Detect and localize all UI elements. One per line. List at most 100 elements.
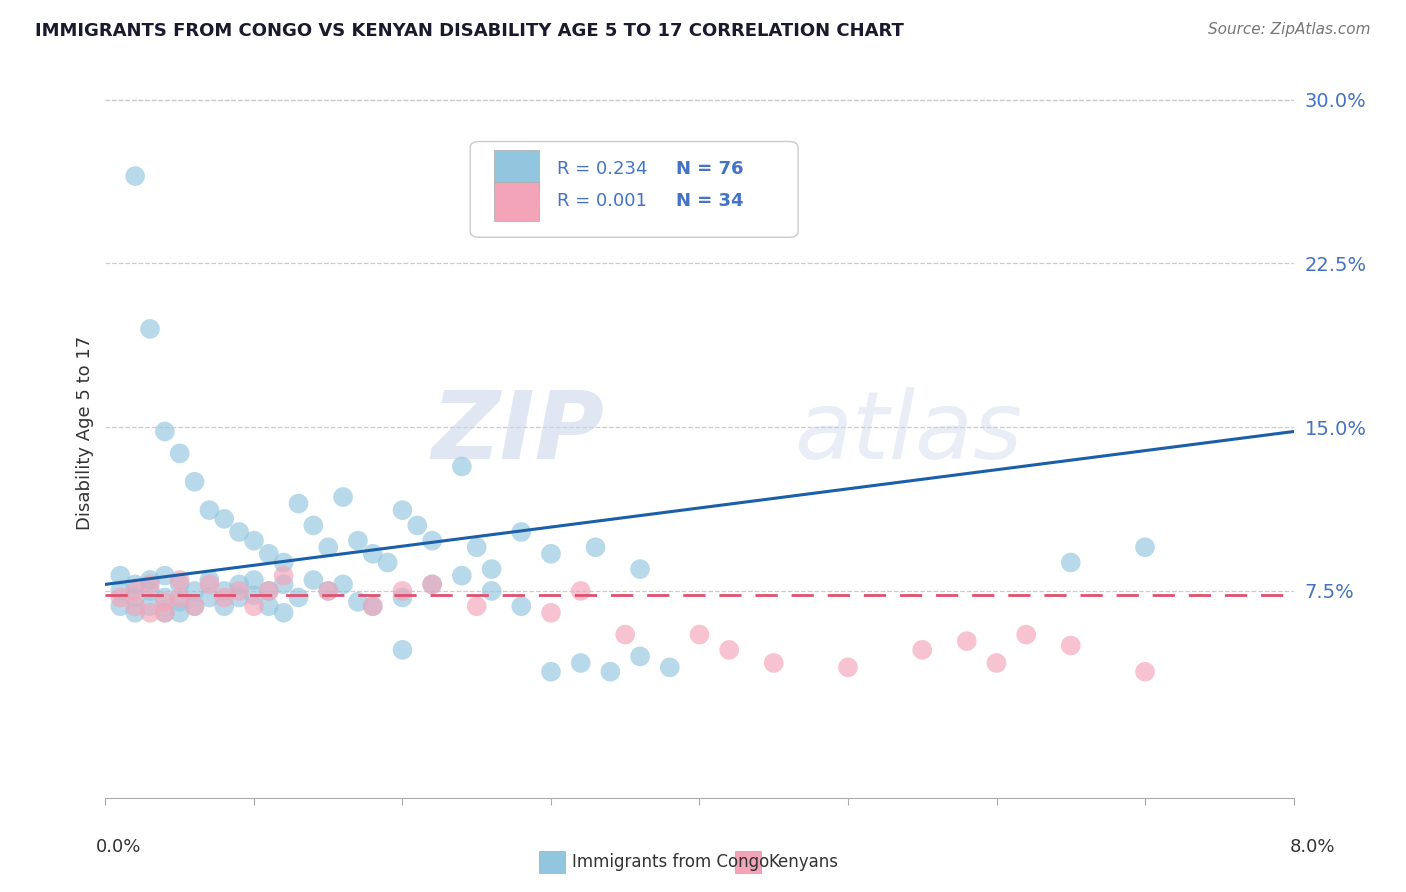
Point — [273, 606, 295, 620]
Point — [287, 497, 309, 511]
Point — [257, 547, 280, 561]
Point — [510, 524, 533, 539]
Point — [391, 503, 413, 517]
Point — [139, 577, 162, 591]
Point — [124, 577, 146, 591]
Point — [911, 643, 934, 657]
Point — [585, 541, 607, 555]
Point — [169, 595, 191, 609]
FancyBboxPatch shape — [494, 183, 538, 220]
Point — [273, 556, 295, 570]
Text: 8.0%: 8.0% — [1291, 838, 1336, 856]
Text: atlas: atlas — [794, 387, 1022, 478]
Point — [110, 568, 132, 582]
Point — [183, 475, 205, 489]
Y-axis label: Disability Age 5 to 17: Disability Age 5 to 17 — [76, 335, 94, 530]
Point — [183, 599, 205, 614]
Point — [228, 591, 250, 605]
Text: R = 0.001: R = 0.001 — [557, 193, 647, 211]
FancyBboxPatch shape — [538, 851, 565, 873]
Point — [139, 573, 162, 587]
Point — [124, 169, 146, 183]
Point — [540, 606, 562, 620]
Point — [332, 577, 354, 591]
Point — [228, 583, 250, 598]
Point — [243, 599, 266, 614]
Point — [302, 573, 325, 587]
Point — [569, 583, 592, 598]
Point — [214, 599, 236, 614]
Point — [406, 518, 429, 533]
Text: Immigrants from Congo: Immigrants from Congo — [572, 853, 769, 871]
Point — [169, 446, 191, 460]
Point — [198, 577, 221, 591]
Point — [124, 591, 146, 605]
Text: Kenyans: Kenyans — [769, 853, 838, 871]
Text: N = 76: N = 76 — [676, 160, 744, 178]
Point — [214, 591, 236, 605]
Point — [450, 568, 472, 582]
Point — [257, 599, 280, 614]
Point — [837, 660, 859, 674]
Point — [302, 518, 325, 533]
Point — [153, 425, 176, 439]
Point — [347, 595, 370, 609]
Point — [124, 599, 146, 614]
Point — [420, 577, 443, 591]
Point — [481, 583, 503, 598]
Point — [110, 583, 132, 598]
Point — [198, 591, 221, 605]
Point — [628, 562, 651, 576]
Point — [465, 541, 488, 555]
Point — [287, 591, 309, 605]
Point — [214, 583, 236, 598]
Point — [628, 649, 651, 664]
Point — [361, 599, 384, 614]
Point — [391, 591, 413, 605]
Point — [243, 588, 266, 602]
Point — [110, 599, 132, 614]
Point — [986, 656, 1008, 670]
Point — [658, 660, 681, 674]
Point — [183, 599, 205, 614]
Text: N = 34: N = 34 — [676, 193, 744, 211]
Point — [273, 577, 295, 591]
Point — [316, 541, 339, 555]
FancyBboxPatch shape — [494, 150, 538, 187]
Point — [569, 656, 592, 670]
Point — [956, 634, 979, 648]
Point — [139, 606, 162, 620]
Point — [153, 568, 176, 582]
Point — [332, 490, 354, 504]
Point — [243, 573, 266, 587]
Point — [420, 577, 443, 591]
Text: R = 0.234: R = 0.234 — [557, 160, 647, 178]
FancyBboxPatch shape — [735, 851, 761, 873]
Point — [139, 583, 162, 598]
Point — [391, 583, 413, 598]
Point — [153, 591, 176, 605]
Point — [540, 547, 562, 561]
Point — [316, 583, 339, 598]
Point — [153, 606, 176, 620]
Text: ZIP: ZIP — [432, 386, 605, 479]
Point — [169, 606, 191, 620]
Point — [257, 583, 280, 598]
Point — [377, 556, 399, 570]
Point — [153, 606, 176, 620]
Point — [540, 665, 562, 679]
Point — [420, 533, 443, 548]
Point — [450, 459, 472, 474]
Point — [169, 573, 191, 587]
Point — [762, 656, 785, 670]
Point — [347, 533, 370, 548]
Text: 0.0%: 0.0% — [96, 838, 141, 856]
Point — [139, 322, 162, 336]
FancyBboxPatch shape — [470, 142, 799, 237]
Point — [599, 665, 621, 679]
Point — [1060, 556, 1083, 570]
Point — [273, 568, 295, 582]
Point — [361, 599, 384, 614]
Point — [689, 627, 711, 641]
Point — [1133, 541, 1156, 555]
